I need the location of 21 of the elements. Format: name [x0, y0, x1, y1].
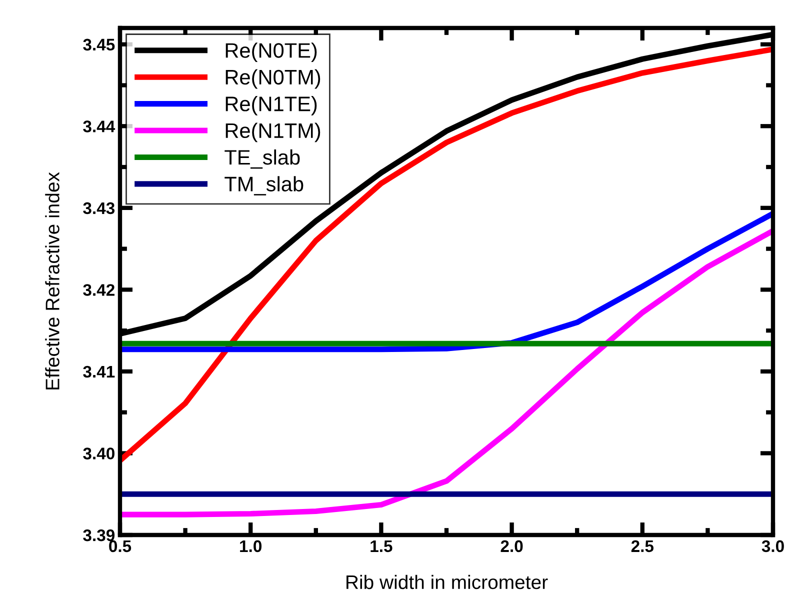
x-tick-label: 1.0 [240, 540, 262, 552]
x-tick-label: 2.0 [500, 540, 523, 552]
y-axis-title: Effective Refractive index [45, 172, 60, 390]
legend-label: Re(N1TE) [226, 96, 317, 116]
x-tick-label: 0.5 [109, 540, 132, 552]
legend-label: Re(N0TE) [226, 42, 317, 62]
legend-label: Re(N0TM) [226, 69, 320, 89]
y-tick-label: 3.44 [83, 120, 116, 132]
x-tick-label: 1.5 [370, 540, 392, 552]
legend-label: TE_slab [224, 149, 300, 169]
legend-label: TM_slab [224, 176, 304, 196]
y-tick-label: 3.43 [83, 202, 115, 214]
x-tick-label: 3.0 [762, 540, 784, 552]
y-tick-label: 3.42 [83, 284, 114, 296]
y-tick-label: 3.45 [83, 38, 115, 51]
x-tick-label: 2.5 [631, 540, 654, 552]
legend-label: Re(N1TM) [226, 122, 320, 142]
x-axis-title: Rib width in micrometer [346, 574, 548, 590]
y-tick-label: 3.39 [83, 529, 115, 542]
y-tick-label: 3.40 [83, 448, 114, 460]
y-tick-label: 3.41 [83, 366, 115, 378]
